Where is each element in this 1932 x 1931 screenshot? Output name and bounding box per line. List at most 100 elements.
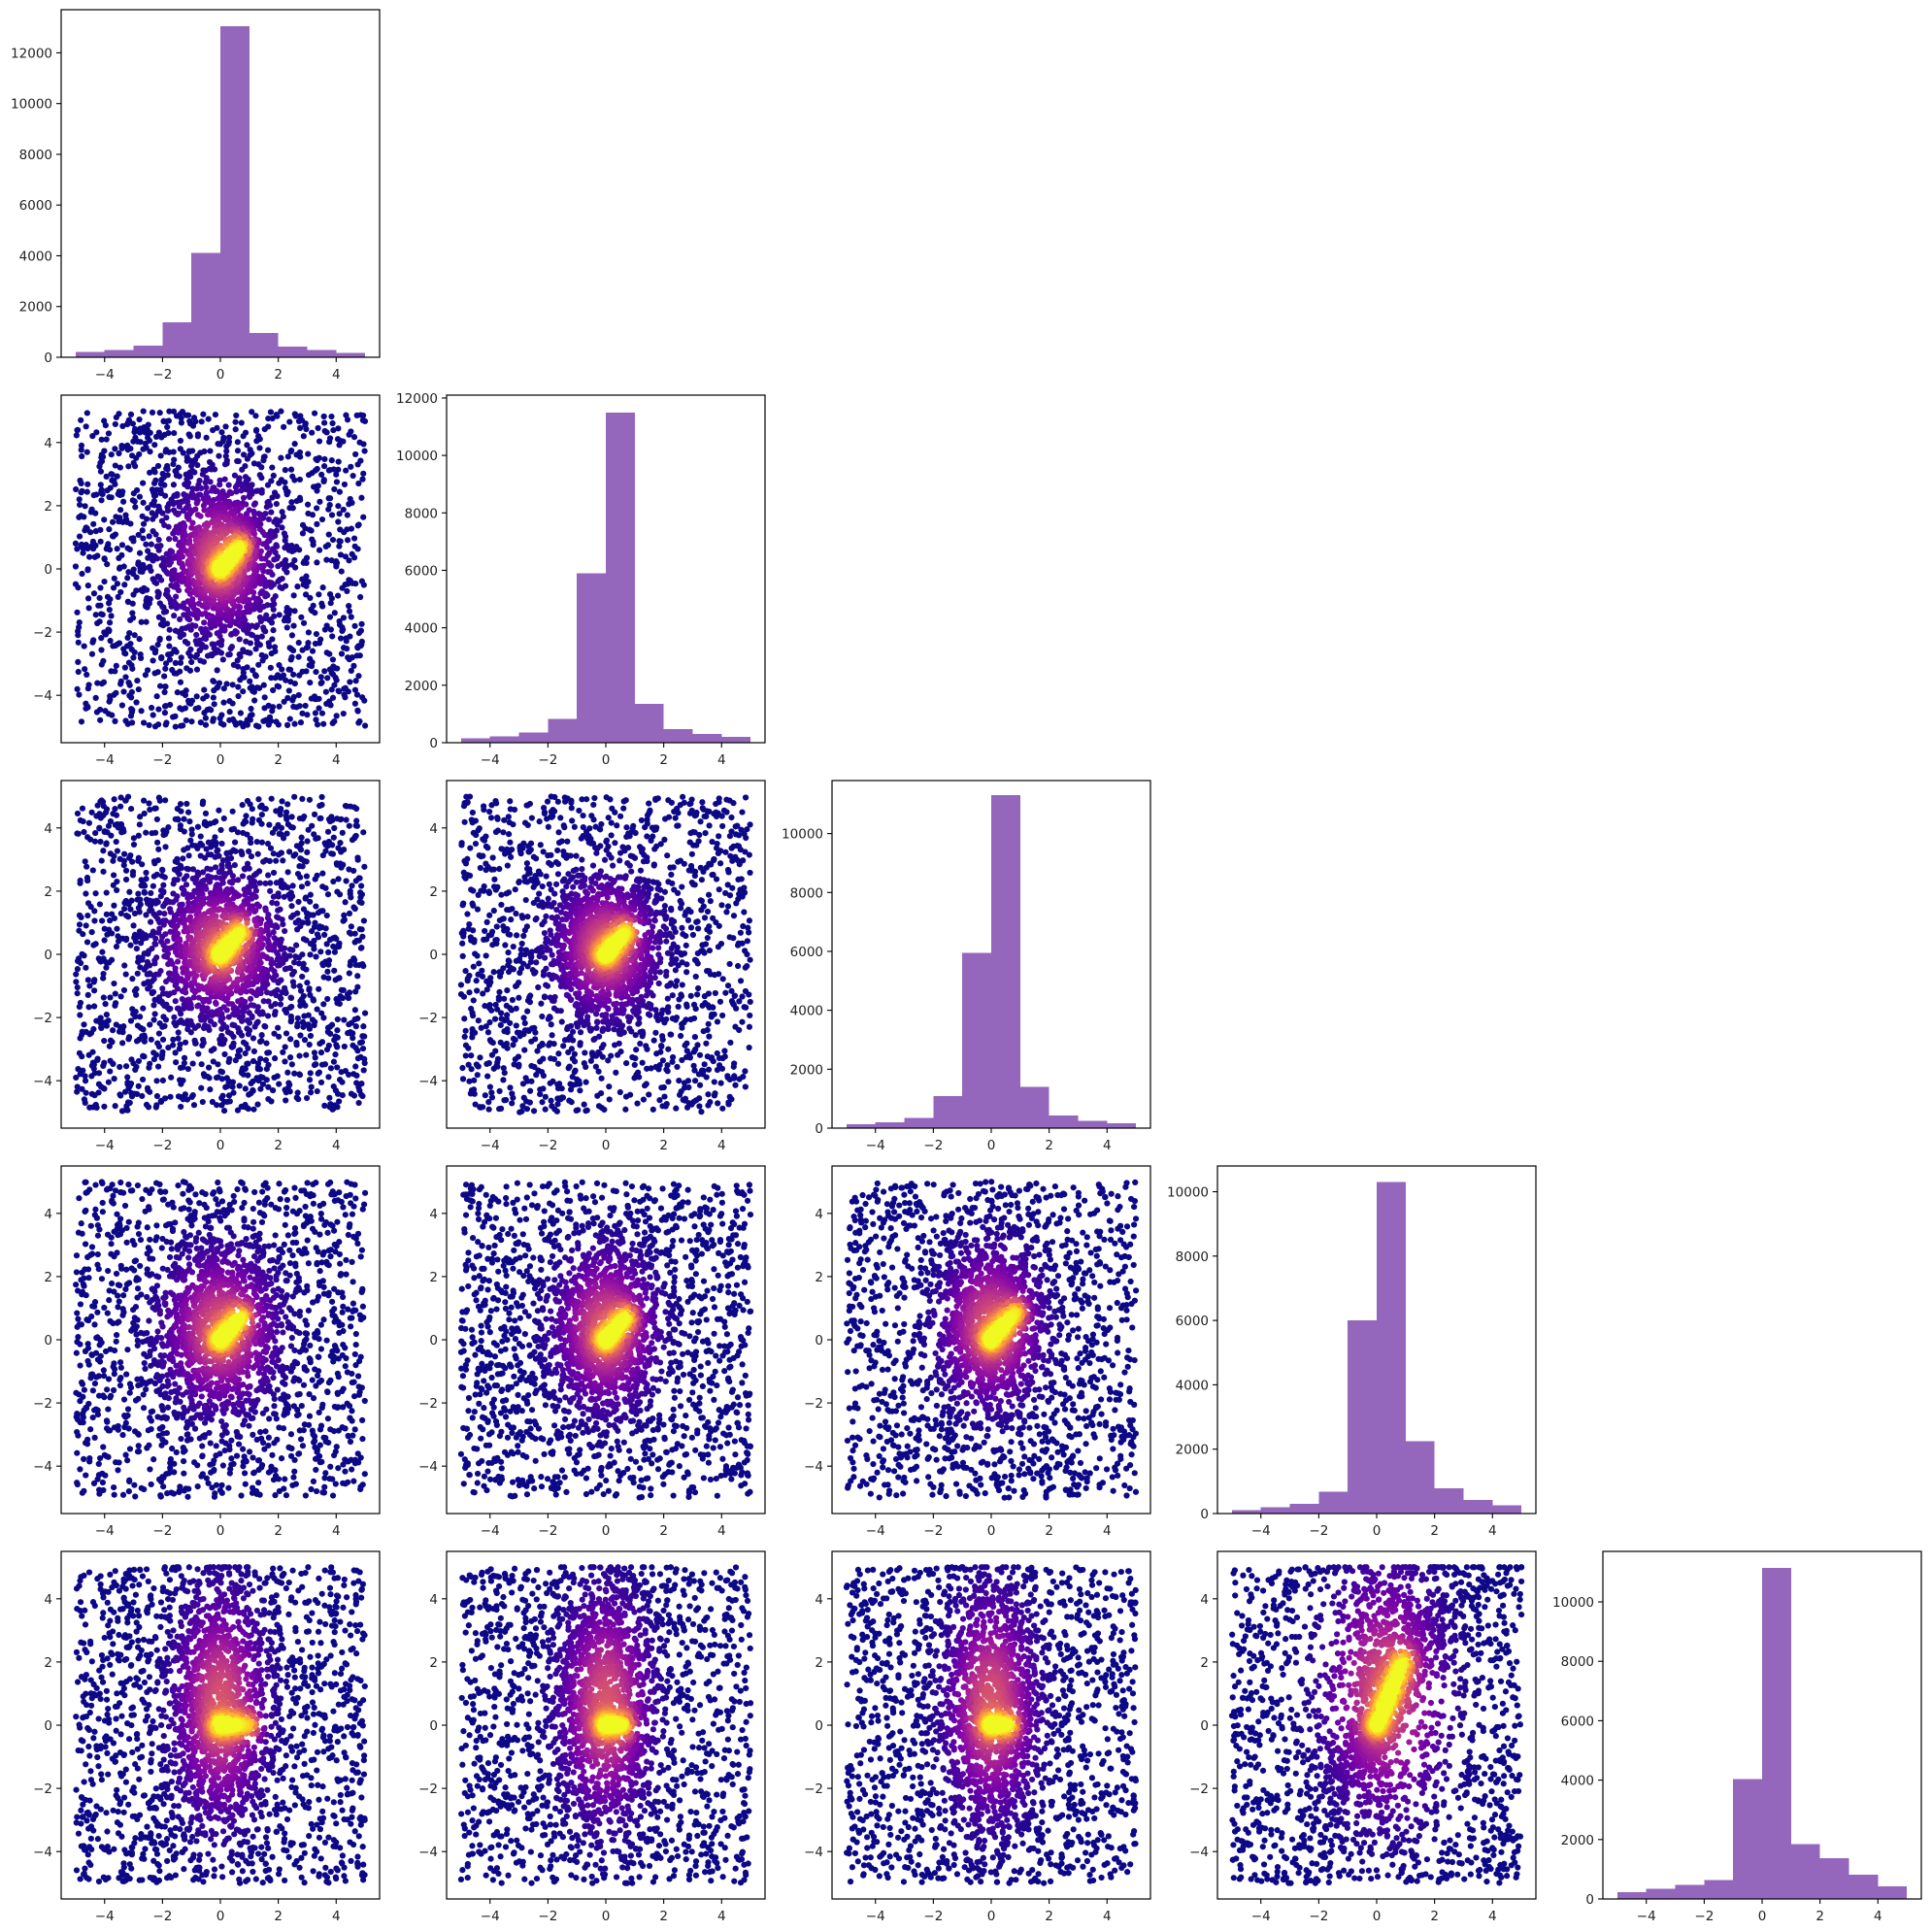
row2-col1-point <box>220 699 227 706</box>
row3-col1-point <box>210 1058 217 1065</box>
row2-col1-point <box>192 506 199 513</box>
row2-col1-point <box>269 464 276 471</box>
row2-col1-point <box>189 600 197 607</box>
row2-col1-point <box>270 627 277 634</box>
row3-col1-point <box>135 1057 143 1065</box>
row3-col1-point <box>185 996 192 1003</box>
row3-col1-point <box>354 973 361 980</box>
row2-col1-point <box>344 416 351 423</box>
row2-col1-point <box>96 618 103 625</box>
row2-col1-point <box>118 702 125 709</box>
row3-col1-point <box>302 895 309 902</box>
row3-col1-point <box>307 1089 315 1096</box>
row3-col1-point <box>262 907 269 914</box>
row3-col1-point <box>213 874 219 882</box>
row2-col1-point <box>264 499 271 506</box>
row2-col1-point <box>176 473 183 480</box>
row2-col1-point <box>318 710 326 716</box>
row3-col1-point <box>336 1098 343 1105</box>
row2-col1-point <box>177 437 184 445</box>
row2-col1-point <box>200 502 208 509</box>
row2-col1-point <box>150 497 157 505</box>
row2-col1-point <box>180 449 186 456</box>
row3-col1-point <box>182 1039 189 1046</box>
row3-col1-point <box>184 1065 191 1073</box>
row1-col1-xtick-label: 2 <box>274 367 283 383</box>
row2-col1-point <box>78 718 85 725</box>
row3-col1-point <box>313 835 319 842</box>
row2-col1-point <box>81 514 87 520</box>
row3-col1-point <box>297 874 304 881</box>
row3-col1-point <box>230 1089 237 1096</box>
row3-col1-point <box>130 835 137 842</box>
row2-col1-point <box>155 547 162 553</box>
row2-col1-point <box>178 654 184 661</box>
row2-col1-point <box>357 593 364 601</box>
row3-col1-point <box>108 956 116 963</box>
row3-col1-point <box>170 1036 177 1043</box>
row3-col1-point <box>258 1032 265 1039</box>
row2-col1-point <box>268 650 275 657</box>
row3-col1-point <box>324 1028 331 1036</box>
row3-col1-point <box>352 822 359 829</box>
row3-col1-point <box>243 813 250 819</box>
row3-col1-point <box>159 1036 167 1043</box>
row2-col1-point <box>139 527 146 534</box>
row3-col1-point <box>286 946 294 953</box>
row3-col1-point <box>123 1063 130 1070</box>
row2-col1-point <box>202 721 210 728</box>
row3-col1-point <box>351 939 358 946</box>
row2-col1-point <box>163 719 170 726</box>
row3-col1-point <box>107 817 115 825</box>
row3-col1-point <box>199 801 206 808</box>
row2-col1-point <box>224 491 231 499</box>
row2-col1-point <box>293 451 300 458</box>
row2-col1-point <box>112 462 118 469</box>
row1-col1-ytick-label: 8000 <box>19 148 52 163</box>
row2-col2-bar <box>518 732 549 743</box>
row2-col1-point <box>283 677 289 683</box>
row3-col1-point <box>109 1027 117 1034</box>
row2-col1-point <box>328 413 335 420</box>
row2-col2-xtick-label: −2 <box>538 752 557 768</box>
row3-col1-point <box>218 1032 225 1040</box>
row3-col1-point <box>356 889 364 896</box>
row3-col1-point <box>147 903 154 910</box>
row2-col1-point <box>117 678 124 684</box>
row2-col1-point <box>210 694 217 701</box>
row2-col1-point <box>300 559 307 566</box>
row3-col1-point <box>117 910 124 917</box>
row3-col1-point <box>267 880 274 886</box>
row1-col1-ytick-label: 10000 <box>11 97 52 113</box>
row3-col1-point <box>156 1019 163 1027</box>
row2-col1-point <box>172 713 179 719</box>
row3-col1-point <box>84 977 91 983</box>
row3-col1-point <box>284 1069 291 1076</box>
row3-col1-point <box>325 1074 332 1081</box>
row3-col1-point <box>343 878 350 884</box>
row3-col1-point <box>266 821 273 828</box>
row2-col1-point <box>146 533 152 540</box>
row3-col1-point <box>133 985 140 992</box>
row2-col1-point <box>174 492 181 499</box>
row2-col1-ytick-label: 2 <box>44 499 52 515</box>
row3-col1-point <box>333 996 340 1003</box>
row3-col1-point <box>90 1003 98 1010</box>
row3-col1-point <box>199 842 206 849</box>
row2-col1-point <box>147 429 153 436</box>
row3-col1-point <box>120 1023 127 1030</box>
row2-col1-point <box>261 425 268 433</box>
row3-col1-point <box>225 1092 233 1099</box>
row3-col1-point <box>297 998 304 1005</box>
row2-col2-xtick-label: 0 <box>602 752 611 768</box>
row2-col1-point <box>150 502 157 509</box>
row3-col1-point <box>163 1001 170 1008</box>
row3-col1-point <box>277 811 283 818</box>
row2-col1-point <box>328 557 335 564</box>
row2-col1-point <box>287 449 294 455</box>
row3-col1-point <box>110 857 117 864</box>
row3-col1-point <box>355 1099 362 1107</box>
row3-col1-point <box>330 834 337 841</box>
row3-col1-point <box>259 965 267 973</box>
